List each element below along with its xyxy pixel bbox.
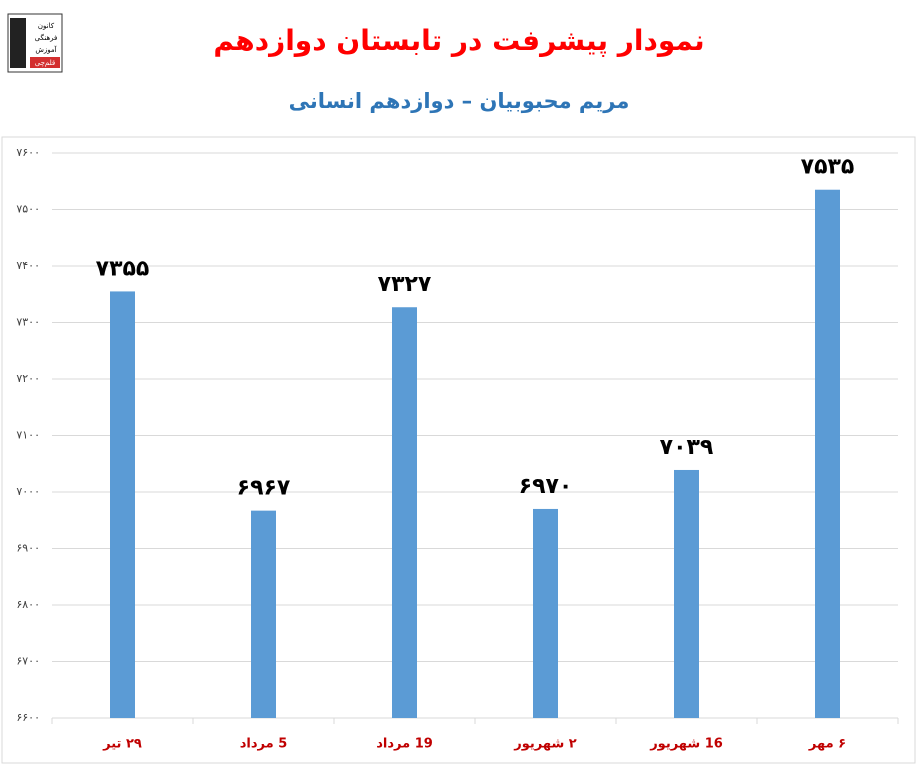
y-tick-label: ۶۹۰۰ [16, 542, 40, 555]
chart-subtitle: مریم محبوبیان – دوازدهم انسانی [289, 89, 630, 113]
bar [392, 307, 417, 718]
bar [815, 189, 840, 719]
logo-text: فرهنگی [35, 33, 58, 42]
y-tick-label: ۷۲۰۰ [16, 372, 40, 385]
logo-text: کانون [38, 22, 55, 30]
data-label: ۷۵۳۵ [801, 155, 855, 180]
y-tick-label: ۷۵۰۰ [16, 203, 40, 216]
y-tick-label: ۶۸۰۰ [16, 598, 40, 611]
bar [251, 510, 276, 718]
chart-frame [1, 136, 916, 764]
x-tick-label: 5 مرداد [240, 737, 288, 752]
logo-figure [10, 18, 26, 68]
y-tick-label: ۶۶۰۰ [16, 711, 40, 724]
chart-title: نمودار پیشرفت در تابستان دوازدهم [213, 24, 704, 57]
data-label: ۶۹۷۰ [519, 474, 573, 499]
logo: کانون فرهنگی آموزش قلم‌چی [7, 13, 63, 73]
data-label: ۷۳۵۵ [96, 256, 150, 281]
logo-badge [30, 57, 60, 68]
y-tick-label: ۷۴۰۰ [16, 259, 40, 272]
x-tick-label: ۲ شهریور [513, 737, 577, 752]
logo-text: قلم‌چی [35, 59, 55, 67]
data-label: ۷۳۲۷ [378, 272, 432, 297]
data-label: ۷۰۳۹ [660, 435, 714, 460]
bar [674, 469, 699, 718]
y-tick-label: ۷۱۰۰ [16, 429, 40, 442]
logo-text: آموزش [35, 45, 57, 54]
x-tick-label: 19 مرداد [376, 737, 433, 752]
y-tick-label: ۷۶۰۰ [16, 146, 40, 159]
bar [533, 508, 558, 718]
y-tick-label: ۶۷۰۰ [16, 655, 40, 668]
bar [110, 291, 135, 718]
y-tick-label: ۷۰۰۰ [16, 485, 40, 498]
data-label: ۶۹۶۷ [237, 476, 291, 501]
x-tick-label: ۶ مهر [808, 737, 846, 752]
y-tick-label: ۷۳۰۰ [16, 316, 40, 329]
x-tick-label: ۲۹ تیر [102, 737, 142, 752]
x-tick-label: 16 شهریور [649, 737, 723, 752]
